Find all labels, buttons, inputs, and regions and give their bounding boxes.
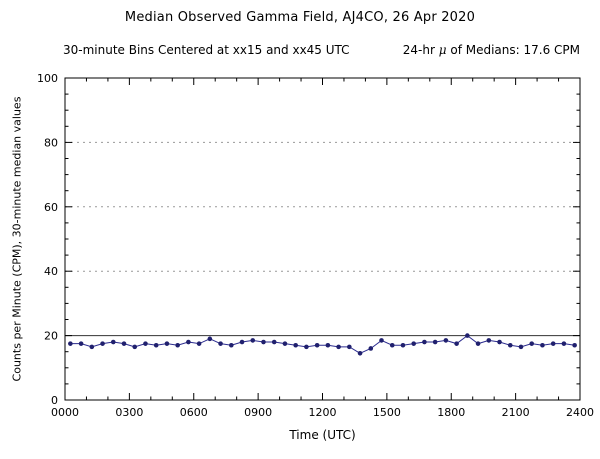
subtitle-bins: 30-minute Bins Centered at xx15 and xx45…	[63, 43, 350, 57]
chart-subtitle: 30-minute Bins Centered at xx15 and xx45…	[63, 43, 580, 57]
data-points	[68, 333, 577, 356]
svg-text:60: 60	[44, 201, 58, 214]
plot-border	[64, 77, 581, 401]
y-gridlines	[65, 141, 580, 272]
subtitle-mean: 24-hr μ of Medians: 17.6 CPM	[402, 43, 580, 57]
svg-text:0: 0	[51, 394, 58, 407]
svg-text:80: 80	[44, 136, 58, 149]
chart-title: Median Observed Gamma Field, AJ4CO, 26 A…	[124, 10, 476, 25]
svg-text:0600: 0600	[180, 406, 208, 419]
mu-symbol: μ	[438, 43, 447, 57]
svg-text:2100: 2100	[502, 406, 530, 419]
svg-text:0000: 0000	[51, 406, 79, 419]
svg-text:2400: 2400	[566, 406, 594, 419]
svg-text:20: 20	[44, 330, 58, 343]
svg-text:0900: 0900	[244, 406, 272, 419]
svg-text:0300: 0300	[115, 406, 143, 419]
svg-text:100: 100	[37, 72, 58, 85]
svg-text:1200: 1200	[309, 406, 337, 419]
svg-text:1800: 1800	[437, 406, 465, 419]
svg-text:40: 40	[44, 265, 58, 278]
axis-ticks	[64, 77, 581, 401]
x-axis-label: Time (UTC)	[289, 428, 356, 442]
svg-text:1500: 1500	[373, 406, 401, 419]
x-tick-labels: 0000 0300 0600 0900 1200 1500 1800 2100 2400	[51, 406, 594, 419]
y-tick-labels: 0 20 40 60 80 100	[37, 72, 58, 407]
